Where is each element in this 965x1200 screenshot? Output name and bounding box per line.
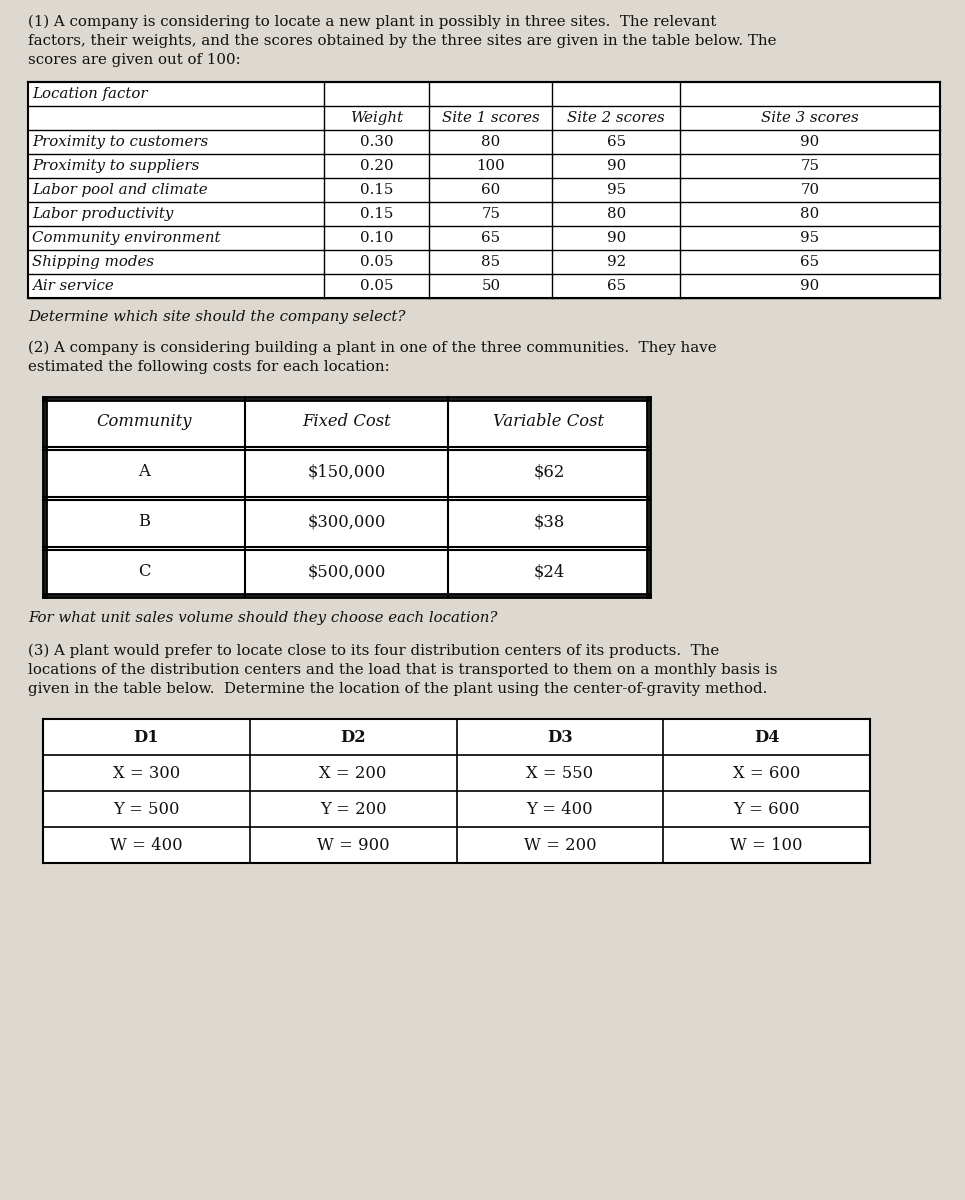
Text: $24: $24 — [533, 564, 565, 581]
Bar — [43, 397, 650, 596]
Text: 85: 85 — [482, 254, 501, 269]
Text: 90: 90 — [800, 134, 819, 149]
Text: Site 3 scores: Site 3 scores — [761, 110, 859, 125]
Text: $38: $38 — [534, 514, 565, 530]
Text: Proximity to suppliers: Proximity to suppliers — [32, 158, 200, 173]
Text: 65: 65 — [801, 254, 819, 269]
Text: Labor pool and climate: Labor pool and climate — [32, 182, 207, 197]
Text: A: A — [138, 463, 151, 480]
Text: Y = 200: Y = 200 — [319, 800, 386, 817]
Text: D1: D1 — [133, 728, 159, 745]
Text: 0.15: 0.15 — [360, 206, 394, 221]
Text: (1) A company is considering to locate a new plant in possibly in three sites.  : (1) A company is considering to locate a… — [28, 14, 716, 29]
Text: Air service: Air service — [32, 278, 114, 293]
Text: 95: 95 — [607, 182, 625, 197]
Text: Y = 400: Y = 400 — [527, 800, 593, 817]
Text: 92: 92 — [607, 254, 626, 269]
Text: 0.05: 0.05 — [360, 254, 394, 269]
Text: 70: 70 — [801, 182, 819, 197]
Text: $150,000: $150,000 — [308, 463, 386, 480]
Text: given in the table below.  Determine the location of the plant using the center-: given in the table below. Determine the … — [28, 682, 767, 696]
Text: Variable Cost: Variable Cost — [493, 414, 604, 431]
Text: (3) A plant would prefer to locate close to its four distribution centers of its: (3) A plant would prefer to locate close… — [28, 644, 719, 659]
Text: D2: D2 — [341, 728, 366, 745]
Text: Determine which site should the company select?: Determine which site should the company … — [28, 310, 405, 324]
Text: 0.30: 0.30 — [360, 134, 394, 149]
Text: W = 400: W = 400 — [110, 836, 182, 853]
Text: W = 100: W = 100 — [731, 836, 803, 853]
Text: 90: 90 — [800, 278, 819, 293]
Text: 80: 80 — [482, 134, 501, 149]
Text: Shipping modes: Shipping modes — [32, 254, 154, 269]
Text: Y = 600: Y = 600 — [733, 800, 800, 817]
Text: X = 300: X = 300 — [113, 764, 180, 781]
Text: 90: 90 — [607, 158, 626, 173]
Text: For what unit sales volume should they choose each location?: For what unit sales volume should they c… — [28, 611, 497, 625]
Text: Community environment: Community environment — [32, 230, 220, 245]
Text: factors, their weights, and the scores obtained by the three sites are given in : factors, their weights, and the scores o… — [28, 34, 777, 48]
Bar — [43, 719, 870, 863]
Text: 50: 50 — [482, 278, 501, 293]
Text: W = 200: W = 200 — [524, 836, 596, 853]
Text: 90: 90 — [607, 230, 626, 245]
Text: Site 1 scores: Site 1 scores — [442, 110, 539, 125]
Text: Proximity to customers: Proximity to customers — [32, 134, 208, 149]
Text: $500,000: $500,000 — [307, 564, 386, 581]
Text: W = 900: W = 900 — [317, 836, 390, 853]
Text: 95: 95 — [801, 230, 819, 245]
Text: 65: 65 — [607, 134, 625, 149]
Text: X = 600: X = 600 — [733, 764, 800, 781]
Text: 0.15: 0.15 — [360, 182, 394, 197]
Text: Site 2 scores: Site 2 scores — [567, 110, 665, 125]
Text: (2) A company is considering building a plant in one of the three communities.  : (2) A company is considering building a … — [28, 341, 717, 355]
Text: B: B — [138, 514, 151, 530]
Text: X = 550: X = 550 — [526, 764, 593, 781]
Text: 60: 60 — [482, 182, 501, 197]
Text: 0.20: 0.20 — [360, 158, 394, 173]
Text: 75: 75 — [801, 158, 819, 173]
Text: 75: 75 — [482, 206, 500, 221]
Text: 65: 65 — [482, 230, 501, 245]
Text: X = 200: X = 200 — [319, 764, 387, 781]
Text: 65: 65 — [607, 278, 625, 293]
Text: estimated the following costs for each location:: estimated the following costs for each l… — [28, 360, 390, 374]
Text: D4: D4 — [754, 728, 780, 745]
Text: $300,000: $300,000 — [307, 514, 386, 530]
Text: Community: Community — [96, 414, 192, 431]
Text: 80: 80 — [607, 206, 626, 221]
Text: 100: 100 — [477, 158, 506, 173]
Bar — [28, 82, 940, 298]
Text: Labor productivity: Labor productivity — [32, 206, 174, 221]
Text: 80: 80 — [800, 206, 819, 221]
Text: Y = 500: Y = 500 — [113, 800, 179, 817]
Text: 0.10: 0.10 — [360, 230, 394, 245]
Text: C: C — [138, 564, 151, 581]
Text: Fixed Cost: Fixed Cost — [302, 414, 391, 431]
Text: scores are given out of 100:: scores are given out of 100: — [28, 53, 240, 67]
Text: 0.05: 0.05 — [360, 278, 394, 293]
Text: Weight: Weight — [350, 110, 403, 125]
Text: Location factor: Location factor — [32, 86, 148, 101]
Text: $62: $62 — [533, 463, 565, 480]
Text: locations of the distribution centers and the load that is transported to them o: locations of the distribution centers an… — [28, 662, 778, 677]
Text: D3: D3 — [547, 728, 572, 745]
